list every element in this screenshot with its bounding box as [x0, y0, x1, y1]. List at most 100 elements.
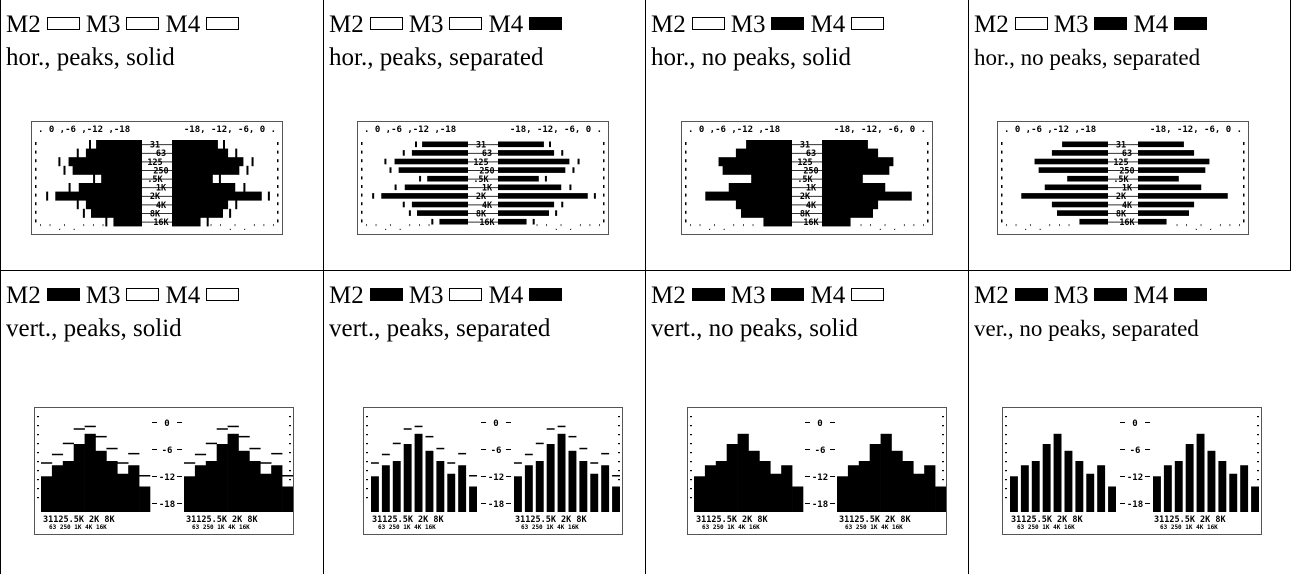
scale-tick: [35, 167, 37, 171]
scale-tick: [35, 185, 37, 188]
peak-right: [229, 208, 232, 218]
bar-left-31: [371, 476, 379, 512]
scale-tick: [603, 193, 605, 197]
db-scale-bottom: ' ' .' . ' ' ': [688, 223, 755, 232]
horizontal-spectrum: . 0 ,-6 ,-12 ,-18 -18, -12, -6, 0 . ' ' .…: [361, 125, 605, 232]
peak-marker: [546, 428, 555, 430]
scale-tick: [1145, 422, 1150, 423]
switch-label-m3: M3: [85, 11, 121, 38]
bar-left-.5K: [84, 433, 96, 512]
freq-labels-bottom: 63 250 1K 4K 16K: [1017, 524, 1075, 531]
bar-left-2K: [705, 191, 792, 201]
bar-left-8K: [1097, 465, 1106, 512]
m4-indicator-box: [529, 17, 563, 30]
freq-label-1K: 1K: [806, 184, 817, 194]
bar-right-2K: [822, 191, 912, 201]
freq-label-16K: 16K: [1119, 218, 1135, 228]
bar-right-.5K: [557, 433, 566, 512]
m3-indicator-box: [126, 17, 160, 30]
freq-labels-top: 31125.5K 2K 8K: [372, 515, 445, 525]
scale-tick: [361, 193, 363, 197]
scale-tick: [1243, 159, 1245, 163]
peak-right: [577, 158, 580, 165]
scale-tick: [927, 159, 929, 163]
bar-left-.5K: [751, 174, 792, 184]
label-rule: [1108, 152, 1138, 154]
m2-indicator-box: [691, 17, 725, 30]
switch-label-m4: M4: [810, 282, 846, 309]
freq-labels-top: 31125.5K 2K 8K: [839, 515, 912, 525]
db-scale-left: . 0 ,-6 ,-12 ,-18: [688, 125, 780, 135]
scale-tick: [361, 202, 363, 206]
peak-left: [105, 217, 108, 227]
scale-tick: [277, 219, 279, 223]
scale-tick: [1243, 210, 1245, 214]
scale-tick: [942, 416, 944, 418]
db-scale-right: -18, -12, -6, 0 .: [834, 125, 926, 135]
scale-tick: [35, 150, 37, 154]
freq-label-8K: 8K: [800, 209, 811, 219]
bar-right-63: [524, 465, 533, 512]
switch-label-m3: M3: [408, 282, 444, 309]
peak-marker: [381, 453, 390, 456]
bar-right-1K: [172, 183, 236, 192]
m3-indicator-box: [126, 288, 160, 301]
peak-marker: [557, 425, 566, 428]
bar-right-4K: [913, 473, 925, 512]
bar-left-.5K: [414, 433, 423, 512]
peak-marker: [414, 425, 423, 428]
db-label-0: 0: [493, 419, 498, 429]
scale-tick: [289, 479, 291, 481]
switch-label-m2: M2: [6, 11, 41, 38]
scale-tick: [277, 185, 279, 188]
label-rule: [468, 213, 498, 214]
bar-right-250: [1185, 444, 1194, 512]
peak-right: [544, 175, 547, 182]
label-rule: [468, 204, 498, 206]
peak-marker: [601, 452, 610, 455]
scale-tick: [366, 461, 368, 463]
bar-left-125: [62, 461, 74, 512]
bar-right-31: [822, 140, 868, 149]
bar-left-8K: [91, 208, 142, 218]
bar-left-125: [715, 461, 727, 512]
peak-marker: [612, 475, 620, 477]
switch-label-m4: M4: [488, 282, 524, 309]
bar-right-4K: [1229, 473, 1238, 512]
scale-tick: [35, 159, 37, 163]
bar-right-125: [1138, 158, 1210, 165]
bar-left-31: [694, 476, 706, 512]
db-scale-bottom: ' ' .' . ' ' ': [364, 223, 431, 232]
scale-tick: [942, 443, 944, 445]
scale-tick: [603, 202, 605, 206]
scale-tick: [690, 443, 692, 445]
scale-tick: [927, 167, 929, 171]
peak-left: [408, 210, 411, 216]
scale-tick: [805, 449, 810, 450]
scale-tick: [685, 150, 687, 154]
scale-tick: [361, 150, 363, 154]
bar-right-250: [546, 444, 555, 512]
scale-tick: [685, 159, 687, 163]
bar-right-63: [1138, 150, 1195, 156]
bar-right-.5K: [172, 174, 213, 184]
bar-left-250: [1038, 167, 1108, 173]
scale-tick: [366, 443, 368, 445]
peak-marker: [184, 462, 196, 464]
bar-left-250: [398, 167, 468, 173]
freq-label-4K: 4K: [482, 201, 493, 211]
scale-tick: [35, 176, 37, 180]
peak-marker: [73, 428, 85, 430]
label-rule: [792, 178, 822, 180]
peak-marker: [106, 447, 118, 450]
horizontal-spectrum: . 0 ,-6 ,-12 ,-18 -18, -12, -6, 0 . ' ' .…: [35, 125, 279, 232]
scale-tick: [506, 449, 511, 450]
mode-cell: M2 M3 M4 ver., no peaks, separated 0 -6 -12 -18…: [969, 271, 1291, 541]
db-scale-left: . 0 ,-6 ,-12 ,-18: [364, 125, 456, 135]
bar-left-.5K: [1067, 175, 1108, 182]
bar-left-125: [68, 157, 142, 167]
mode-cell: M2 M3 M4 vert., peaks, separated 0 -6 -12 -18 31…: [324, 271, 646, 541]
scale-tick: [1243, 202, 1245, 206]
freq-label-63: 63: [1122, 149, 1132, 159]
bar-right-8K: [498, 210, 549, 216]
